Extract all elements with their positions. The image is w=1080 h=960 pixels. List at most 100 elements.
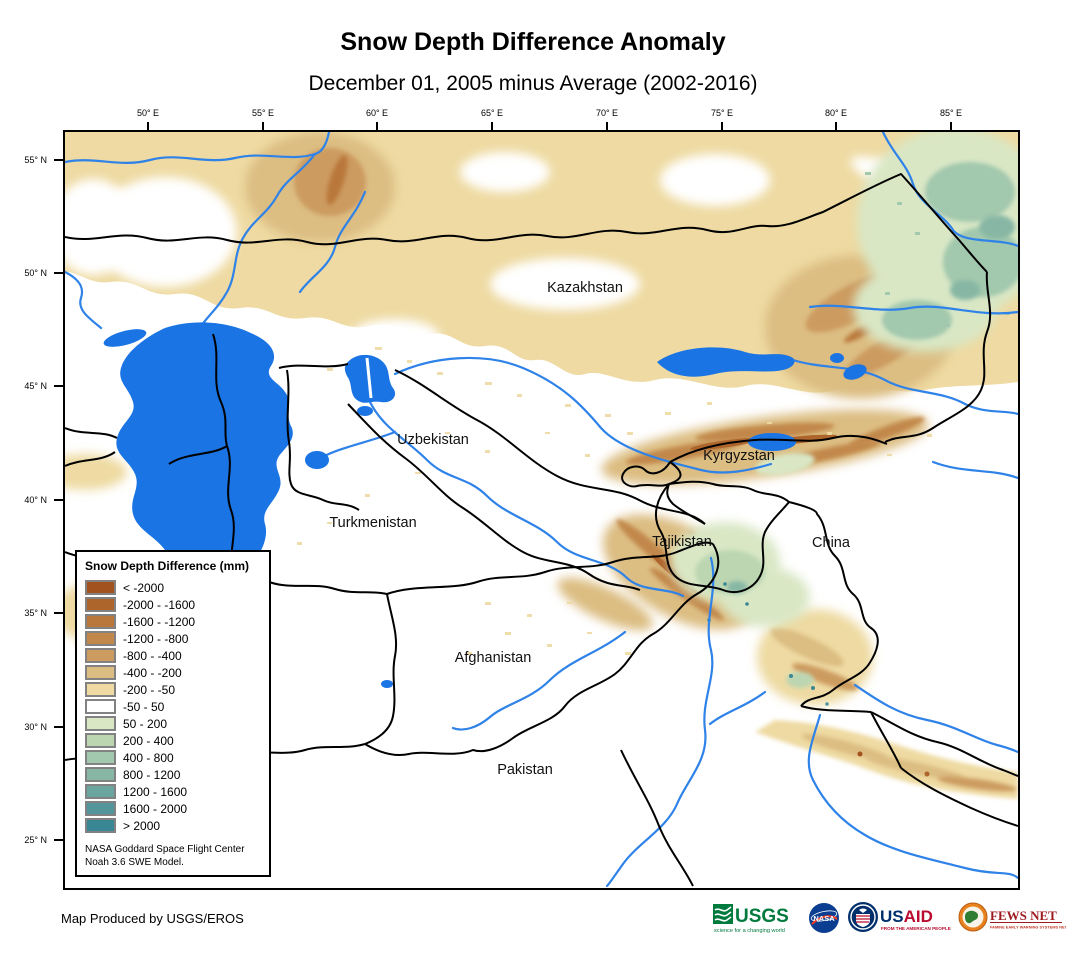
legend-class-label: -1600 - -1200 bbox=[123, 614, 196, 629]
country-label-kazakhstan: Kazakhstan bbox=[547, 280, 623, 296]
lon-tick bbox=[721, 122, 723, 130]
legend-swatch bbox=[85, 580, 116, 595]
legend-title: Snow Depth Difference (mm) bbox=[85, 559, 250, 573]
legend-row: 1600 - 2000 bbox=[85, 800, 263, 817]
country-boundaries bbox=[65, 173, 1018, 887]
lat-tick bbox=[54, 385, 63, 387]
lon-label: 65° E bbox=[480, 108, 504, 118]
legend-swatch bbox=[85, 665, 116, 680]
legend-row: -800 - -400 bbox=[85, 647, 263, 664]
legend-class-label: -2000 - -1600 bbox=[123, 597, 196, 612]
legend-swatch bbox=[85, 750, 116, 765]
lon-tick bbox=[262, 122, 264, 130]
country-labels: Kazakhstan Uzbekistan Kyrgyzstan Turkmenist… bbox=[329, 280, 851, 778]
legend: Snow Depth Difference (mm) < -2000 -2000 … bbox=[75, 550, 271, 877]
legend-class-label: -50 - 50 bbox=[123, 699, 165, 714]
legend-class-label: -200 - -50 bbox=[123, 682, 176, 697]
legend-row: -1200 - -800 bbox=[85, 630, 263, 647]
legend-row: -200 - -50 bbox=[85, 681, 263, 698]
country-label-china: China bbox=[812, 535, 851, 551]
nasa-logo-text: NASA bbox=[813, 914, 835, 923]
issyk-kul bbox=[748, 433, 796, 451]
legend-row: 1200 - 1600 bbox=[85, 783, 263, 800]
lat-tick bbox=[54, 159, 63, 161]
sarygamysh-lake bbox=[305, 451, 329, 469]
fewsnet-logo-text: FEWS NET bbox=[990, 908, 1057, 923]
lon-label: 85° E bbox=[939, 108, 963, 118]
lon-tick bbox=[950, 122, 952, 130]
legend-attribution: NASA Goddard Space Flight Center Noah 3.… bbox=[85, 843, 263, 869]
longitude-axis: 50° E 55° E 60° E 65° E 70° E 75° E 80° E 85° E bbox=[63, 104, 1020, 130]
legend-class-label: 50 - 200 bbox=[123, 716, 168, 731]
lon-label: 70° E bbox=[595, 108, 619, 118]
legend-row: -50 - 50 bbox=[85, 698, 263, 715]
caspian-sea bbox=[116, 322, 293, 611]
map-credit: Map Produced by USGS/EROS bbox=[61, 911, 244, 926]
legend-class-label: 400 - 800 bbox=[123, 750, 174, 765]
lat-tick bbox=[54, 612, 63, 614]
country-label-kyrgyzstan: Kyrgyzstan bbox=[703, 448, 775, 464]
lat-label: 50° N bbox=[24, 268, 47, 278]
usgs-logo-text: USGS bbox=[735, 906, 789, 927]
legend-row: 50 - 200 bbox=[85, 715, 263, 732]
legend-class-label: < -2000 bbox=[123, 580, 165, 595]
legend-row: 200 - 400 bbox=[85, 732, 263, 749]
fewsnet-tagline: FAMINE EARLY WARNING SYSTEMS NETWORK bbox=[990, 925, 1066, 930]
latitude-axis: 55° N 50° N 45° N 40° N 35° N 30° N 25° N bbox=[0, 130, 63, 890]
lake-balkhash bbox=[657, 347, 795, 377]
legend-rows: < -2000 -2000 - -1600 -1600 - -1200 -1200 -… bbox=[85, 579, 263, 834]
legend-swatch bbox=[85, 597, 116, 612]
lat-label: 35° N bbox=[24, 608, 47, 618]
country-label-pakistan: Pakistan bbox=[497, 762, 553, 778]
usgs-tagline: science for a changing world bbox=[714, 928, 785, 934]
fewsnet-logo: FEWS NET FAMINE EARLY WARNING SYSTEMS NE… bbox=[958, 902, 1066, 932]
country-label-uzbekistan: Uzbekistan bbox=[397, 432, 469, 448]
legend-row: > 2000 bbox=[85, 817, 263, 834]
legend-row: 800 - 1200 bbox=[85, 766, 263, 783]
legend-class-label: 800 - 1200 bbox=[123, 767, 181, 782]
country-label-turkmenistan: Turkmenistan bbox=[329, 515, 416, 531]
country-label-tajikistan: Tajikistan bbox=[652, 534, 712, 550]
lat-label: 40° N bbox=[24, 495, 47, 505]
legend-swatch bbox=[85, 648, 116, 663]
legend-class-label: -800 - -400 bbox=[123, 648, 182, 663]
lon-tick bbox=[491, 122, 493, 130]
lon-label: 80° E bbox=[824, 108, 848, 118]
lon-label: 75° E bbox=[710, 108, 734, 118]
lon-label: 60° E bbox=[365, 108, 389, 118]
nasa-logo: NASA bbox=[809, 903, 839, 933]
map-frame: Kazakhstan Uzbekistan Kyrgyzstan Turkmenist… bbox=[63, 130, 1020, 890]
legend-swatch bbox=[85, 733, 116, 748]
legend-class-label: 1200 - 1600 bbox=[123, 784, 188, 799]
attribution-line-1: NASA Goddard Space Flight Center bbox=[85, 844, 245, 855]
aral-split bbox=[365, 357, 373, 399]
legend-row: -400 - -200 bbox=[85, 664, 263, 681]
lat-label: 45° N bbox=[24, 381, 47, 391]
lon-label: 50° E bbox=[136, 108, 160, 118]
legend-swatch bbox=[85, 614, 116, 629]
lon-tick bbox=[835, 122, 837, 130]
legend-row: -2000 - -1600 bbox=[85, 596, 263, 613]
lakes bbox=[103, 322, 867, 688]
country-label-afghanistan: Afghanistan bbox=[455, 650, 532, 666]
agency-logos: USGS science for a changing world NASA U… bbox=[713, 899, 1066, 937]
lat-tick bbox=[54, 499, 63, 501]
legend-swatch bbox=[85, 818, 116, 833]
lat-tick bbox=[54, 726, 63, 728]
lat-label: 55° N bbox=[24, 155, 47, 165]
lat-label: 30° N bbox=[24, 722, 47, 732]
legend-swatch bbox=[85, 682, 116, 697]
lon-tick bbox=[376, 122, 378, 130]
attribution-line-2: Noah 3.6 SWE Model. bbox=[85, 857, 184, 868]
lat-tick bbox=[54, 272, 63, 274]
legend-row: -1600 - -1200 bbox=[85, 613, 263, 630]
legend-class-label: -1200 - -800 bbox=[123, 631, 189, 646]
legend-row: 400 - 800 bbox=[85, 749, 263, 766]
legend-swatch bbox=[85, 784, 116, 799]
legend-swatch bbox=[85, 801, 116, 816]
lon-tick bbox=[147, 122, 149, 130]
legend-class-label: > 2000 bbox=[123, 818, 161, 833]
usaid-logo: USAID FROM THE AMERICAN PEOPLE bbox=[848, 902, 951, 932]
legend-row: < -2000 bbox=[85, 579, 263, 596]
